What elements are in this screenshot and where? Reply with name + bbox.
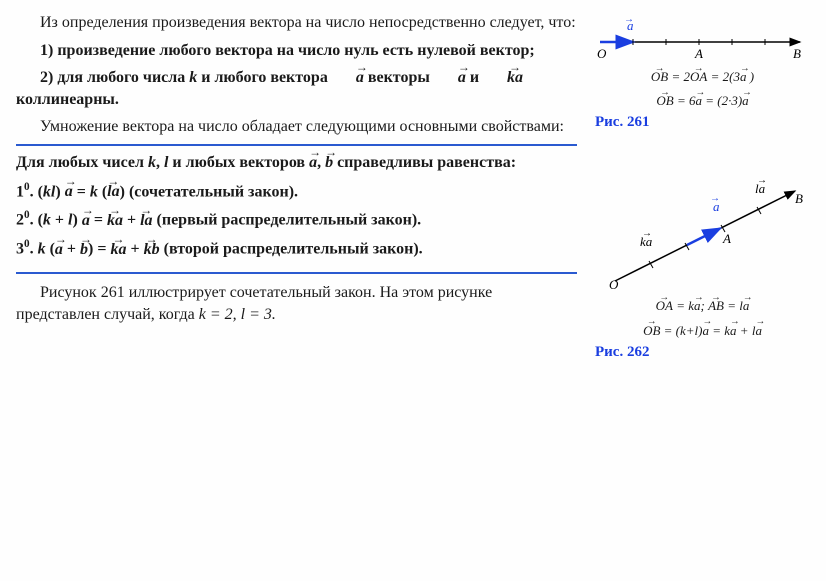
law2-sup: 0: [24, 209, 30, 221]
fig261-eq2-a: a: [695, 92, 702, 110]
fig261-oa: OA: [690, 68, 707, 86]
law3-a: a: [55, 239, 63, 261]
law-2: 20. (k + l) a = ka + la (первый распреде…: [16, 208, 577, 231]
property-1: 1) произведение любого вектора на число …: [16, 40, 577, 62]
law3-name: (второй распределительный закон).: [160, 241, 423, 258]
intro-para: Из определения произведения вектора на ч…: [16, 12, 577, 34]
item2-text-b: и любого вектора: [197, 69, 332, 86]
item2-text-d: коллинеарны.: [16, 91, 119, 108]
para-2: Умножение вектора на число обладает след…: [16, 116, 577, 138]
law3-kb: kb: [144, 239, 160, 261]
fig262-eq1: OA = ka; AB = la: [595, 297, 810, 315]
item2-vec-a2: a: [434, 67, 466, 89]
laws-comma: ,: [156, 154, 164, 171]
fig261-caption: Рис. 261: [595, 114, 810, 131]
fig261-eq1-mid: = 2: [668, 69, 690, 84]
laws-box: Для любых чисел k, l и любых векторов a,…: [16, 144, 577, 274]
fig261-ob: OB: [651, 68, 668, 86]
laws-vec-b: b: [325, 152, 333, 174]
laws-vec-a: a: [309, 152, 317, 174]
law1-a: a: [65, 181, 73, 203]
law2-k: k: [43, 212, 51, 229]
law2-a: a: [82, 210, 90, 232]
laws-intro: Для любых чисел k, l и любых векторов a,…: [16, 152, 577, 174]
item2-text-c: векторы: [364, 69, 434, 86]
law3-ka: ka: [111, 239, 127, 261]
fig261-eq2: OB = 6a = (2·3)a: [595, 92, 810, 110]
figure-column: O A B a → OB = 2OA = 2(3a ) OB = 6a = (2…: [595, 12, 810, 375]
fig261-ob2: OB: [656, 92, 673, 110]
item2-vec-a: a: [332, 67, 364, 89]
fig262-svg: O A B a → ka → la →: [595, 171, 810, 291]
fig261-eq1-a: a: [740, 68, 747, 86]
svg-text:→: →: [710, 193, 720, 204]
law3-k: k: [38, 241, 46, 258]
fig261-eq2-mid: = 6: [674, 93, 696, 108]
law3-b: b: [80, 239, 88, 261]
text-column: Из определения произведения вектора на ч…: [16, 12, 577, 375]
fig262-eq2-a2: a: [730, 322, 737, 340]
law2-ka: ka: [107, 210, 123, 232]
law-1: 10. (kl) a = k (la) (сочетательный закон…: [16, 180, 577, 203]
item2-text-a: для любого числа: [57, 69, 189, 86]
laws-intro-c: справедливы равенства:: [333, 154, 516, 171]
law-3: 30. k (a + b) = ka + kb (второй распреде…: [16, 237, 577, 260]
item1-num: 1): [40, 42, 57, 59]
svg-text:→: →: [757, 175, 767, 186]
fig262-eq1-a: a: [694, 297, 701, 315]
law2-la: la: [140, 210, 152, 232]
para-3: Рисунок 261 иллюстрирует сочетательный з…: [16, 282, 577, 325]
fig262-eq2: OB = (k+l)a = ka + la: [595, 322, 810, 340]
fig262-ob: OB: [643, 322, 660, 340]
fig262-O: O: [609, 277, 619, 291]
fig261-eq1: OB = 2OA = 2(3a ): [595, 68, 810, 86]
laws-intro-b: и любых векторов: [168, 154, 309, 171]
fig262-A: A: [722, 231, 731, 246]
laws-intro-a: Для любых чисел: [16, 154, 148, 171]
fig262-eq1-a2: a: [743, 297, 750, 315]
fig261-A: A: [694, 46, 703, 61]
fig262-B: B: [795, 191, 803, 206]
fig262-eq2-mid: = (k+l): [660, 323, 702, 338]
svg-text:→: →: [642, 228, 652, 239]
fig261-B: B: [793, 46, 801, 61]
law1-num: 1: [16, 183, 24, 200]
law2-num: 2: [16, 212, 24, 229]
item2-num: 2): [40, 69, 57, 86]
law3-sup: 0: [24, 238, 30, 250]
fig262-eq2-a: a: [703, 322, 710, 340]
svg-text:→: →: [624, 14, 634, 25]
page-root: Из определения произведения вектора на ч…: [16, 12, 810, 375]
fig261-eq2-a2: a: [742, 92, 749, 110]
para3-b: k = 2, l = 3.: [199, 306, 276, 323]
fig262-eq1-mid: = k: [673, 298, 694, 313]
law1-la: la: [107, 181, 119, 203]
law3-num: 3: [16, 241, 24, 258]
fig262-caption: Рис. 262: [595, 344, 810, 361]
law1-kl: kl: [43, 183, 55, 200]
fig262-ab: AB: [708, 297, 724, 315]
fig262-oa: OA: [656, 297, 673, 315]
fig262-eq2-a3: a: [755, 322, 762, 340]
fig261-eq2-rhs: = (2·3): [702, 93, 742, 108]
item1-text: произведение любого вектора на число нул…: [57, 42, 534, 59]
law1-k: k: [90, 183, 98, 200]
fig262-eq1-mid2: = l: [724, 298, 743, 313]
figure-262: O A B a → ka → la → OA = ka; AB = la OB …: [595, 171, 810, 360]
fig261-O: O: [597, 46, 607, 61]
laws-k: k: [148, 154, 156, 171]
item2-vec-ka: ka: [483, 67, 523, 89]
law1-name: (сочетательный закон).: [125, 183, 298, 200]
law2-name: (первый распределительный закон).: [153, 212, 422, 229]
fig261-eq1-rhs: = 2(3: [707, 69, 740, 84]
fig261-svg: O A B a →: [595, 12, 810, 62]
figure-261: O A B a → OB = 2OA = 2(3a ) OB = 6a = (2…: [595, 12, 810, 131]
property-2: 2) для любого числа k и любого вектора a…: [16, 67, 577, 110]
law1-sup: 0: [24, 181, 30, 193]
fig262-eq2-mid2: = k: [709, 323, 730, 338]
law2-l: l: [68, 212, 72, 229]
